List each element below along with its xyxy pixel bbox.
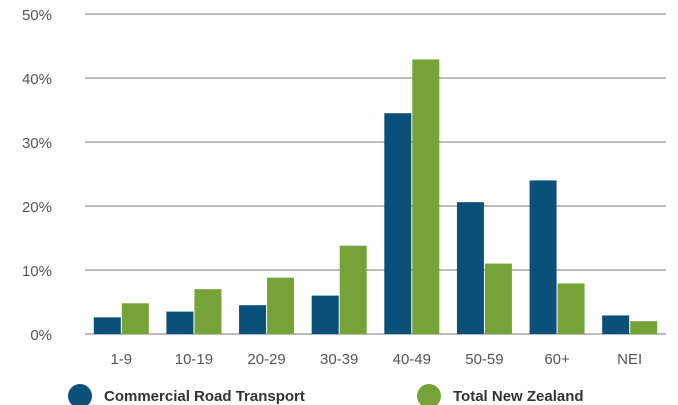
y-tick-label: 0% bbox=[30, 327, 52, 344]
x-tick-label: 40-49 bbox=[393, 351, 431, 368]
y-tick-label: 50% bbox=[22, 7, 52, 24]
bar bbox=[94, 317, 121, 334]
y-axis-ticks: 0% 10% 20% 30% 40% 50% bbox=[22, 7, 52, 344]
bar bbox=[457, 202, 484, 334]
bar bbox=[602, 315, 629, 334]
x-tick-label: 50-59 bbox=[465, 351, 503, 368]
legend-swatch-commercial bbox=[68, 384, 92, 405]
x-tick-label: 1-9 bbox=[110, 351, 132, 368]
x-tick-label: 10-19 bbox=[175, 351, 213, 368]
bar bbox=[384, 113, 411, 334]
x-tick-label: 60+ bbox=[544, 351, 570, 368]
y-tick-label: 40% bbox=[22, 71, 52, 88]
bar bbox=[166, 312, 193, 334]
legend-label-commercial: Commercial Road Transport bbox=[104, 388, 305, 405]
y-tick-label: 20% bbox=[22, 199, 52, 216]
bar bbox=[630, 321, 657, 334]
x-axis-ticks: 1-9 10-19 20-29 30-39 40-49 50-59 60+ NEI bbox=[110, 351, 642, 368]
bar bbox=[340, 246, 367, 334]
x-tick-label: 30-39 bbox=[320, 351, 358, 368]
y-tick-label: 30% bbox=[22, 135, 52, 152]
x-tick-label: 20-29 bbox=[247, 351, 285, 368]
legend-swatch-total-nz bbox=[417, 384, 441, 405]
x-tick-label: NEI bbox=[617, 351, 642, 368]
bar bbox=[558, 283, 585, 334]
y-tick-label: 10% bbox=[22, 263, 52, 280]
bar bbox=[530, 180, 557, 334]
bar bbox=[239, 305, 266, 334]
bar bbox=[312, 296, 339, 334]
legend: Commercial Road Transport Total New Zeal… bbox=[68, 384, 584, 405]
legend-item-commercial: Commercial Road Transport bbox=[68, 384, 305, 405]
legend-item-total-nz: Total New Zealand bbox=[417, 384, 584, 405]
bars bbox=[94, 59, 657, 334]
bar bbox=[194, 289, 221, 334]
bar bbox=[267, 278, 294, 334]
bar bbox=[412, 59, 439, 334]
bar bbox=[122, 303, 149, 334]
bar bbox=[485, 264, 512, 334]
legend-label-total-nz: Total New Zealand bbox=[453, 388, 584, 405]
